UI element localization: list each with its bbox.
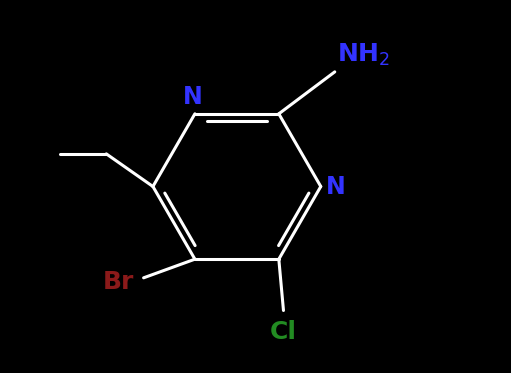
Text: NH$_2$: NH$_2$ bbox=[337, 42, 390, 68]
Text: Cl: Cl bbox=[270, 320, 297, 344]
Text: N: N bbox=[182, 85, 202, 109]
Text: N: N bbox=[326, 175, 345, 198]
Text: Br: Br bbox=[103, 270, 134, 295]
